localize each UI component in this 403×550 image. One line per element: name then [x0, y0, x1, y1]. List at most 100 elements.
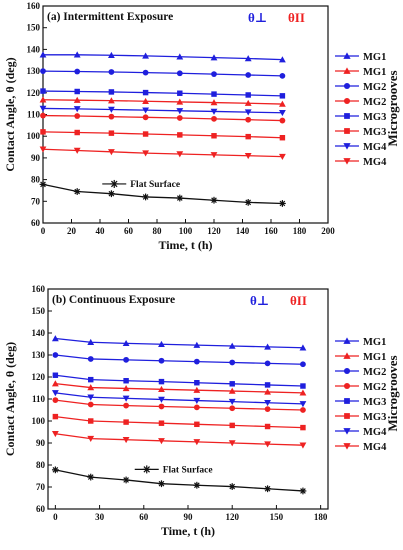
data-point — [108, 97, 115, 104]
data-point — [244, 99, 252, 106]
data-point — [40, 68, 46, 74]
legend-label: MG4 — [363, 442, 387, 453]
y-tick-label: 60 — [31, 218, 41, 228]
data-point — [108, 130, 115, 136]
series-line — [55, 354, 303, 365]
data-point — [245, 116, 252, 123]
x-tick-label: 150 — [270, 512, 284, 522]
data-point — [39, 146, 47, 153]
series-line — [55, 337, 303, 349]
data-point — [279, 93, 286, 99]
data-point — [51, 431, 59, 438]
x-tick-label: 40 — [96, 226, 106, 236]
y-tick-label: 90 — [36, 438, 46, 448]
data-point — [193, 404, 200, 411]
data-point — [264, 388, 271, 395]
data-point — [244, 198, 252, 206]
x-tick-label: 100 — [179, 226, 193, 236]
data-point — [176, 151, 184, 158]
series-mg3 — [40, 88, 286, 99]
flat-legend-marker — [110, 179, 119, 188]
theta-perpendicular-label: θ⊥ — [250, 293, 269, 308]
data-point — [176, 108, 184, 115]
series-line — [55, 374, 303, 387]
y-tick-label: 140 — [32, 328, 46, 338]
data-point — [52, 397, 59, 403]
series-line — [55, 469, 303, 492]
data-point — [229, 359, 236, 366]
data-point — [193, 358, 200, 365]
x-tick-label: 180 — [314, 512, 328, 522]
data-point — [39, 96, 47, 103]
data-point — [299, 401, 307, 408]
data-point — [51, 380, 59, 387]
series-line — [42, 131, 283, 139]
data-point — [300, 361, 306, 368]
legend-marker — [343, 67, 351, 74]
legend-marker — [343, 443, 351, 450]
data-point — [87, 473, 95, 481]
data-point — [229, 381, 235, 387]
data-point — [176, 194, 184, 202]
y-tick-label: 130 — [32, 350, 46, 360]
data-point — [87, 384, 95, 391]
data-point — [74, 113, 81, 119]
data-point — [245, 92, 251, 98]
y-tick-label: 160 — [27, 1, 41, 11]
legend-label: MG2 — [363, 382, 386, 393]
data-point — [73, 147, 81, 154]
series-line — [42, 90, 283, 97]
series-line — [42, 183, 283, 205]
data-point — [158, 438, 165, 445]
data-point — [177, 90, 183, 96]
data-point — [210, 152, 218, 159]
data-point — [228, 440, 236, 447]
series-mg3 — [40, 129, 286, 141]
series-line — [42, 107, 283, 114]
data-point — [87, 401, 94, 408]
data-point — [158, 480, 165, 488]
series-line — [42, 70, 283, 77]
legend-marker — [344, 413, 350, 419]
legend-marker — [343, 428, 351, 435]
legend-label: MG4 — [363, 427, 387, 438]
theta-parallel-label: θII — [290, 293, 307, 308]
data-point — [264, 485, 271, 493]
series-mg3 — [52, 372, 306, 389]
x-axis-label: Time, t (h) — [161, 524, 215, 538]
data-point — [87, 356, 94, 362]
y-tick-label: 130 — [27, 66, 41, 76]
series-mg3 — [52, 413, 306, 431]
data-point — [211, 115, 217, 122]
series-line — [42, 148, 283, 158]
data-point — [158, 340, 165, 347]
series-mg1 — [51, 335, 307, 351]
y-tick-label: 100 — [32, 416, 46, 426]
x-tick-label: 30 — [95, 512, 105, 522]
data-point — [122, 385, 130, 392]
data-point — [210, 99, 218, 106]
series-line — [42, 114, 283, 122]
legend-marker — [343, 352, 351, 359]
data-point — [211, 91, 217, 97]
legend-marker — [343, 337, 351, 344]
data-point — [108, 149, 115, 156]
legend-label: MG1 — [363, 352, 386, 363]
y-tick-label: 160 — [32, 284, 46, 294]
y-tick-label: 120 — [27, 88, 41, 98]
legend-marker — [343, 97, 351, 105]
data-point — [123, 356, 129, 363]
data-point — [40, 112, 46, 119]
data-point — [244, 109, 252, 116]
chart-panel-b: 60 70 80 90 100 110 120 130 140 150 160 0 30 60 90 120 1… — [3, 284, 400, 538]
x-tick-label: 60 — [139, 512, 149, 522]
y-tick-label: 70 — [31, 196, 41, 206]
data-point — [51, 466, 59, 474]
series-mg2 — [52, 397, 306, 413]
series-mg4 — [51, 431, 307, 449]
series-line — [55, 382, 303, 394]
data-point — [88, 418, 94, 424]
y-tick-label: 70 — [36, 482, 46, 492]
data-point — [211, 71, 217, 78]
data-point — [122, 339, 130, 347]
